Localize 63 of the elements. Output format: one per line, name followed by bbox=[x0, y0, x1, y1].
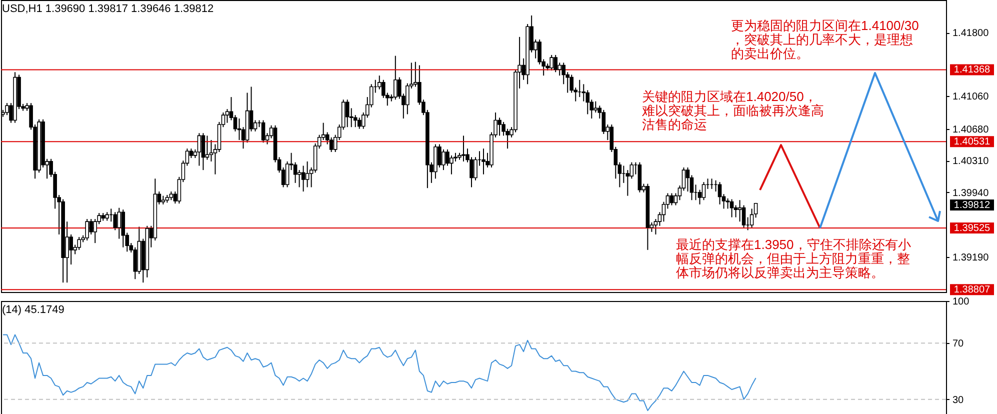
candlestick bbox=[205, 135, 210, 160]
chart-title: (14) 45.1749 bbox=[2, 304, 64, 316]
candlestick bbox=[450, 154, 454, 175]
annotation: 难以突破其上，面临被再次逢高 bbox=[641, 103, 824, 118]
y-tick-label: 1.39190 bbox=[952, 252, 990, 264]
candlestick bbox=[77, 236, 81, 250]
y-tick-label: 30 bbox=[952, 394, 964, 406]
candlestick bbox=[329, 136, 334, 153]
y-tick-label: 1.41060 bbox=[952, 92, 990, 103]
candlestick bbox=[261, 120, 266, 144]
candlestick bbox=[442, 148, 446, 171]
annotation: 体市场仍将以反弹卖出为主导策略。 bbox=[676, 265, 884, 280]
candlestick bbox=[237, 118, 242, 140]
candlestick bbox=[197, 132, 202, 166]
candlestick bbox=[718, 182, 722, 205]
candlestick bbox=[550, 54, 554, 71]
candlestick bbox=[121, 209, 126, 248]
annotation: ，突破其上的几率不大，是理想 bbox=[731, 32, 913, 47]
candlestick bbox=[345, 99, 350, 128]
candlestick bbox=[69, 234, 73, 266]
candlestick bbox=[301, 165, 306, 192]
candlestick bbox=[438, 144, 442, 168]
annotation: 关键的阻力区域在1.4020/50， bbox=[642, 89, 817, 104]
y-tick-label: 1.40310 bbox=[952, 156, 990, 168]
chart-title: USD,H1 1.39690 1.39817 1.39646 1.39812 bbox=[2, 3, 214, 15]
y-tick-label: 1.41800 bbox=[952, 28, 990, 40]
annotation: 沽售的命运 bbox=[642, 117, 707, 132]
candlestick bbox=[357, 117, 362, 130]
candlestick bbox=[482, 148, 486, 175]
ref-line-label: 1.39525 bbox=[954, 223, 991, 234]
candlestick bbox=[670, 192, 674, 206]
candlestick bbox=[117, 207, 122, 240]
candlestick bbox=[498, 117, 502, 136]
candlestick bbox=[394, 55, 398, 100]
candlestick bbox=[233, 114, 238, 132]
candlestick bbox=[594, 100, 598, 114]
y-tick-label: 1.39940 bbox=[952, 188, 990, 199]
ref-line-label: 1.40531 bbox=[954, 136, 991, 148]
annotation: 幅反弹的机会，但由于上方阻力重重，整 bbox=[676, 251, 910, 266]
candlestick bbox=[738, 200, 742, 222]
candlestick bbox=[702, 182, 706, 201]
ref-line-label: 1.41368 bbox=[954, 64, 991, 76]
y-tick-label: 70 bbox=[952, 338, 964, 350]
candlestick bbox=[726, 198, 730, 210]
candlestick bbox=[201, 132, 206, 171]
annotation: 的卖出价位。 bbox=[731, 46, 809, 61]
y-tick-label: 100 bbox=[952, 296, 970, 308]
y-tick-label: 1.40680 bbox=[952, 124, 990, 136]
candlestick bbox=[85, 218, 89, 241]
annotation: 更为稳固的阻力区间在1.4100/30 bbox=[731, 18, 919, 33]
candlestick bbox=[285, 160, 290, 188]
candlestick bbox=[225, 108, 230, 124]
text: 1.39812 bbox=[954, 200, 991, 211]
candlestick bbox=[305, 160, 310, 188]
candlestick bbox=[730, 198, 734, 218]
annotation: 最近的支撑在1.3950，守住不排除还有小 bbox=[676, 237, 911, 252]
candlestick bbox=[554, 54, 558, 73]
candlestick bbox=[89, 218, 93, 235]
ref-line-label: 1.38807 bbox=[954, 284, 991, 296]
candlestick bbox=[630, 162, 634, 180]
candlestick bbox=[113, 212, 118, 231]
candlestick bbox=[462, 135, 466, 162]
line-series bbox=[2, 334, 756, 412]
